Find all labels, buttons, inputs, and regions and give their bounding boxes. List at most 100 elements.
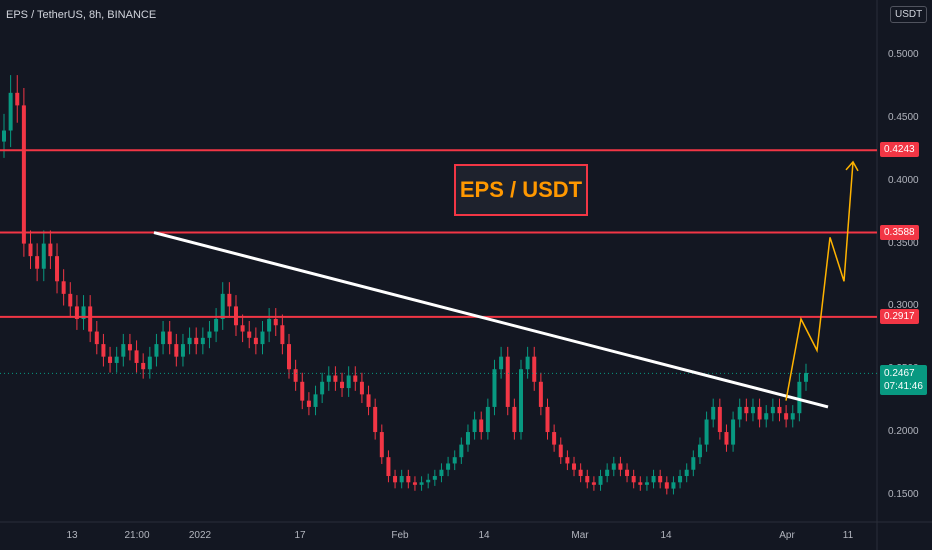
candle-body bbox=[220, 293, 225, 319]
candle-body bbox=[121, 344, 126, 357]
candle-body bbox=[777, 406, 782, 414]
candle-body bbox=[180, 344, 185, 357]
candle-body bbox=[426, 479, 431, 483]
candle-body bbox=[406, 476, 411, 483]
candle-body bbox=[412, 482, 417, 485]
candle-body bbox=[446, 463, 451, 470]
candle-body bbox=[300, 381, 305, 401]
chart-annotation-title: EPS / USDT bbox=[454, 164, 588, 216]
candle-body bbox=[81, 306, 86, 319]
candle-body bbox=[293, 369, 298, 382]
currency-button[interactable]: USDT bbox=[890, 6, 928, 23]
candle-body bbox=[625, 469, 630, 477]
candle-body bbox=[452, 457, 457, 464]
candle-body bbox=[167, 331, 172, 345]
candle-body bbox=[578, 469, 583, 477]
price-tick-label: 0.2000 bbox=[888, 426, 919, 438]
candle-body bbox=[784, 413, 789, 420]
candle-body bbox=[618, 463, 623, 470]
time-tick-label: 14 bbox=[660, 530, 672, 541]
candle-body bbox=[154, 344, 159, 357]
last-price-tag: 0.2467 07:41:46 bbox=[880, 365, 927, 396]
candle-body bbox=[280, 325, 285, 345]
candle-body bbox=[2, 130, 6, 142]
candle-body bbox=[147, 356, 152, 370]
candle-body bbox=[359, 381, 364, 395]
candle-body bbox=[353, 375, 358, 382]
candle-body bbox=[697, 444, 702, 458]
candle-body bbox=[704, 419, 709, 445]
candle-body bbox=[240, 325, 245, 332]
candle-body bbox=[804, 373, 808, 382]
candle-body bbox=[320, 381, 325, 395]
candle-body bbox=[631, 476, 636, 483]
candle-body bbox=[585, 476, 590, 483]
candle-body bbox=[525, 356, 530, 370]
candle-body bbox=[94, 331, 99, 345]
candle-body bbox=[247, 331, 252, 338]
candle-body bbox=[127, 344, 132, 351]
price-tick-label: 0.3500 bbox=[888, 237, 919, 249]
candle-body bbox=[340, 381, 345, 389]
level-price-tag: 0.2917 bbox=[880, 308, 919, 324]
time-tick-label: Mar bbox=[571, 530, 589, 541]
candle-body bbox=[48, 243, 53, 257]
candle-body bbox=[658, 476, 663, 483]
candle-body bbox=[373, 406, 378, 433]
price-tick-label: 0.4500 bbox=[888, 111, 919, 123]
candle-body bbox=[260, 331, 265, 345]
candle-body bbox=[21, 105, 26, 244]
candle-body bbox=[233, 306, 238, 326]
projection-arrowhead bbox=[845, 160, 859, 172]
candle-body bbox=[731, 419, 736, 445]
bar-countdown: 07:41:46 bbox=[884, 381, 923, 393]
candle-body bbox=[790, 413, 795, 420]
candle-body bbox=[572, 463, 577, 470]
price-tick-label: 0.3000 bbox=[888, 300, 919, 312]
candle-body bbox=[108, 356, 113, 363]
candle-body bbox=[55, 256, 60, 282]
candle-body bbox=[379, 432, 384, 458]
candle-body bbox=[770, 406, 775, 414]
candle-body bbox=[28, 243, 33, 257]
level-price-tag: 0.4243 bbox=[880, 142, 919, 158]
candle-body bbox=[161, 331, 166, 345]
candle-body bbox=[366, 394, 371, 407]
price-tick-label: 0.1500 bbox=[888, 488, 919, 500]
last-price-value: 0.2467 bbox=[884, 368, 915, 380]
candle-body bbox=[545, 406, 550, 433]
candle-body bbox=[465, 432, 470, 445]
candle-body bbox=[598, 476, 603, 485]
candle-body bbox=[8, 92, 13, 131]
candle-body bbox=[671, 482, 676, 489]
candle-body bbox=[485, 406, 490, 433]
candle-body bbox=[591, 482, 596, 485]
candle-body bbox=[214, 318, 219, 332]
candle-body bbox=[664, 482, 669, 489]
time-tick-label: Apr bbox=[779, 530, 795, 541]
candle-body bbox=[684, 469, 689, 477]
candle-body bbox=[346, 375, 351, 389]
level-price-tag: 0.3588 bbox=[880, 224, 919, 240]
candle-body bbox=[207, 331, 212, 338]
candle-body bbox=[552, 432, 557, 445]
candle-body bbox=[499, 356, 504, 370]
candle-body bbox=[200, 337, 205, 345]
candle-body bbox=[644, 482, 649, 485]
candle-body bbox=[651, 476, 656, 483]
price-tick-label: 0.5000 bbox=[888, 49, 919, 61]
candle-body bbox=[227, 293, 232, 307]
candle-body bbox=[306, 400, 311, 407]
candle-body bbox=[419, 482, 424, 485]
candle-body bbox=[174, 344, 179, 357]
candle-body bbox=[691, 457, 696, 470]
candle-body bbox=[538, 381, 543, 407]
candle-body bbox=[287, 344, 292, 370]
candle-body bbox=[326, 375, 331, 382]
candle-body bbox=[558, 444, 563, 458]
candle-body bbox=[459, 444, 464, 458]
candle-body bbox=[432, 476, 437, 480]
candle-body bbox=[764, 413, 769, 420]
candle-body bbox=[678, 476, 683, 483]
